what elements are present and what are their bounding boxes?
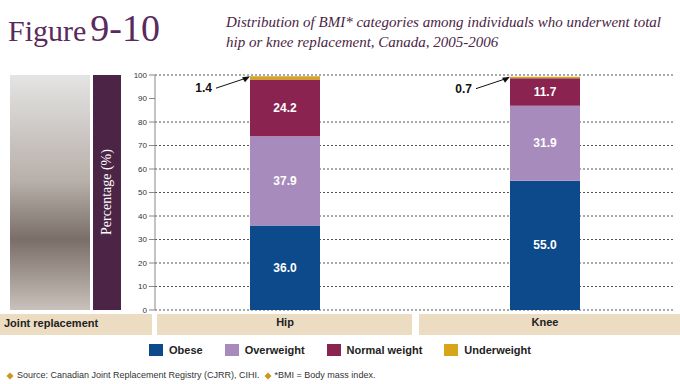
- svg-text:30: 30: [138, 235, 147, 244]
- svg-text:70: 70: [138, 141, 147, 150]
- html-text:Distribution of BMI* categorie: Distribution of BMI* categories among in…: [226, 14, 661, 50]
- svg-text:31.9: 31.9: [533, 136, 557, 150]
- html-text:Figure9-10: Figure9-10: [8, 7, 160, 49]
- html-text:Source: Canadian Joint Replace: Source: Canadian Joint Replacement Regis…: [17, 370, 260, 380]
- svg-text:90: 90: [138, 94, 147, 103]
- html-text:Underweight: Underweight: [464, 344, 531, 356]
- html-text:Obese: Obese: [169, 344, 203, 356]
- html-text:*BMI = Body mass index.: *BMI = Body mass index.: [274, 370, 376, 380]
- svg-text:20: 20: [138, 259, 147, 268]
- html-text:Joint replacement: Joint replacement: [4, 317, 99, 329]
- html-text:Normal weight: Normal weight: [346, 344, 423, 356]
- svg-text:1.4: 1.4: [195, 81, 212, 95]
- html-text:Overweight: Overweight: [244, 344, 305, 356]
- svg-text:Knee: Knee: [532, 316, 559, 328]
- svg-text:80: 80: [138, 118, 147, 127]
- svg-text:37.9: 37.9: [273, 174, 297, 188]
- svg-text:Hip: Hip: [276, 316, 294, 328]
- svg-text:50: 50: [138, 188, 147, 197]
- svg-text:55.0: 55.0: [533, 238, 557, 252]
- svg-text:0: 0: [143, 306, 148, 315]
- svg-text:60: 60: [138, 165, 147, 174]
- svg-text:10: 10: [138, 282, 147, 291]
- html-text:Percentage (%): Percentage (%): [99, 149, 114, 235]
- svg-text:36.0: 36.0: [273, 261, 297, 275]
- svg-text:100: 100: [134, 71, 148, 80]
- svg-text:0.7: 0.7: [455, 82, 472, 96]
- svg-text:11.7: 11.7: [534, 85, 557, 99]
- svg-text:40: 40: [138, 212, 147, 221]
- svg-text:24.2: 24.2: [273, 101, 297, 115]
